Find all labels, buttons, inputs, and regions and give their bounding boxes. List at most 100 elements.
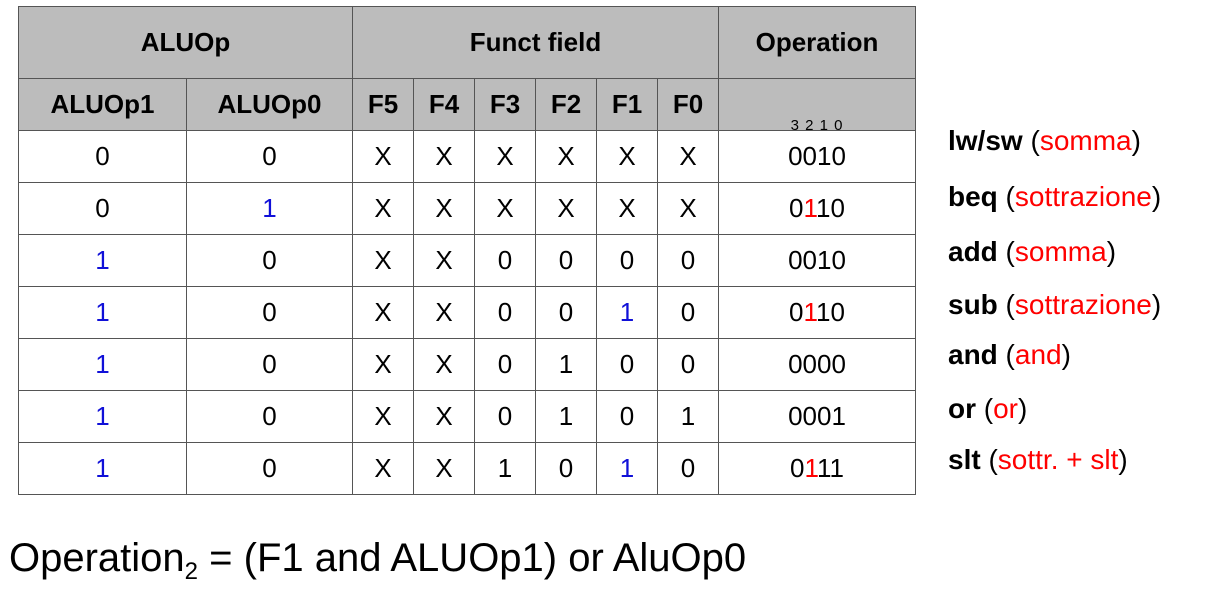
cell-f3: 0 <box>474 286 536 339</box>
paren-open: ( <box>976 393 994 424</box>
instruction-label: or (or) <box>948 393 1027 425</box>
instruction-name: lw/sw <box>948 125 1023 156</box>
cell-aluop0: 0 <box>186 390 353 443</box>
cell-f5: X <box>352 286 414 339</box>
aluop-group-header: ALUOp <box>18 6 353 79</box>
cell-f2: X <box>535 130 597 183</box>
cell-f0: X <box>657 182 719 235</box>
operation-bit3: 0 <box>788 349 803 379</box>
table-row: 1 0 X X 0 1 0 0 0000 <box>18 338 916 391</box>
cell-f5: X <box>352 442 414 495</box>
operation-bit2: 0 <box>802 141 817 171</box>
operation-bit2: 1 <box>803 297 817 327</box>
cell-f4: X <box>413 338 475 391</box>
table-row: 1 0 X X 1 0 1 0 0111 <box>18 442 916 495</box>
cell-aluop1: 1 <box>18 234 187 287</box>
cell-f5: X <box>352 390 414 443</box>
cell-operation: 0001 <box>718 390 916 443</box>
cell-f2: 0 <box>535 286 597 339</box>
cell-f3: X <box>474 182 536 235</box>
cell-f0: 0 <box>657 442 719 495</box>
cell-f4: X <box>413 182 475 235</box>
instruction-description: and <box>1014 339 1062 370</box>
cell-f2: X <box>535 182 597 235</box>
table-row: 1 0 X X 0 0 0 0 0010 <box>18 234 916 287</box>
operation-bit3: 0 <box>788 245 803 275</box>
cell-f0: 1 <box>657 390 719 443</box>
formula-lhs: Operation <box>9 536 185 580</box>
cell-operation: 0110 <box>718 182 916 235</box>
instruction-label: add (somma) <box>948 236 1116 268</box>
operation-bit-indices: 3 2 1 0 <box>718 78 916 134</box>
column-header-aluop1: ALUOp1 <box>18 78 187 131</box>
cell-aluop1: 1 <box>18 442 187 495</box>
cell-f1: X <box>596 130 658 183</box>
instruction-name: add <box>948 236 998 267</box>
cell-aluop1: 1 <box>18 338 187 391</box>
cell-f3: 0 <box>474 234 536 287</box>
instruction-description: sottr. + slt <box>997 444 1119 475</box>
paren-close: ) <box>1131 125 1141 156</box>
cell-f3: X <box>474 130 536 183</box>
paren-close: ) <box>1018 393 1028 424</box>
operation-bits-1-0: 10 <box>816 297 845 327</box>
paren-close: ) <box>1061 339 1071 370</box>
instruction-name: and <box>948 339 998 370</box>
cell-operation: 0000 <box>718 338 916 391</box>
instruction-description: somma <box>1039 125 1132 156</box>
cell-aluop0: 0 <box>186 338 353 391</box>
cell-aluop1: 1 <box>18 390 187 443</box>
cell-operation: 0110 <box>718 286 916 339</box>
operation-bits-1-0: 10 <box>816 193 845 223</box>
operation-bits-1-0: 11 <box>817 453 844 483</box>
cell-operation: 0010 <box>718 130 916 183</box>
cell-aluop0: 0 <box>186 442 353 495</box>
instruction-description: sottrazione <box>1014 181 1152 212</box>
operation-bit3: 0 <box>789 297 804 327</box>
instruction-label: beq (sottrazione) <box>948 181 1161 213</box>
instruction-description: sottrazione <box>1014 289 1152 320</box>
operation-bit2: 1 <box>803 193 817 223</box>
paren-close: ) <box>1151 289 1162 320</box>
instruction-label: slt (sottr. + slt) <box>948 444 1128 476</box>
operation-bit2: 0 <box>802 245 817 275</box>
cell-f3: 1 <box>474 442 536 495</box>
cell-f2: 0 <box>535 442 597 495</box>
cell-f3: 0 <box>474 390 536 443</box>
paren-open: ( <box>1022 125 1040 156</box>
instruction-name: or <box>948 393 976 424</box>
funct-field-group-header: Funct field <box>352 6 719 79</box>
cell-operation: 0111 <box>718 442 916 495</box>
cell-f4: X <box>413 286 475 339</box>
table-row: 1 0 X X 0 1 0 1 0001 <box>18 390 916 443</box>
operation-header: Operation <box>718 6 916 79</box>
cell-f5: X <box>352 130 414 183</box>
cell-operation: 0010 <box>718 234 916 287</box>
instruction-label: sub (sottrazione) <box>948 289 1161 321</box>
instruction-label: and (and) <box>948 339 1071 371</box>
paren-open: ( <box>997 289 1015 320</box>
cell-f4: X <box>413 390 475 443</box>
cell-aluop0: 0 <box>186 234 353 287</box>
table-row: 1 0 X X 0 0 1 0 0110 <box>18 286 916 339</box>
cell-f4: X <box>413 234 475 287</box>
column-header-f5: F5 <box>352 78 414 131</box>
cell-f1: X <box>596 182 658 235</box>
cell-aluop1: 1 <box>18 286 187 339</box>
column-header-aluop0: ALUOp0 <box>186 78 353 131</box>
instruction-name: beq <box>948 181 998 212</box>
cell-f1: 0 <box>596 338 658 391</box>
cell-f2: 1 <box>535 338 597 391</box>
operation-bits-1-0: 01 <box>817 401 846 431</box>
paren-close: ) <box>1118 444 1128 475</box>
cell-f2: 0 <box>535 234 597 287</box>
formula-rhs: = (F1 and ALUOp1) or AluOp0 <box>198 536 747 580</box>
operation-bit3: 0 <box>789 193 804 223</box>
paren-open: ( <box>997 181 1015 212</box>
cell-f0: 0 <box>657 234 719 287</box>
operation-bit2-formula: Operation2 = (F1 and ALUOp1) or AluOp0 <box>9 536 746 586</box>
cell-aluop0: 1 <box>186 182 353 235</box>
operation-bit3: 0 <box>788 401 803 431</box>
cell-aluop0: 0 <box>186 286 353 339</box>
table-row: 0 1 X X X X X X 0110 <box>18 182 916 235</box>
